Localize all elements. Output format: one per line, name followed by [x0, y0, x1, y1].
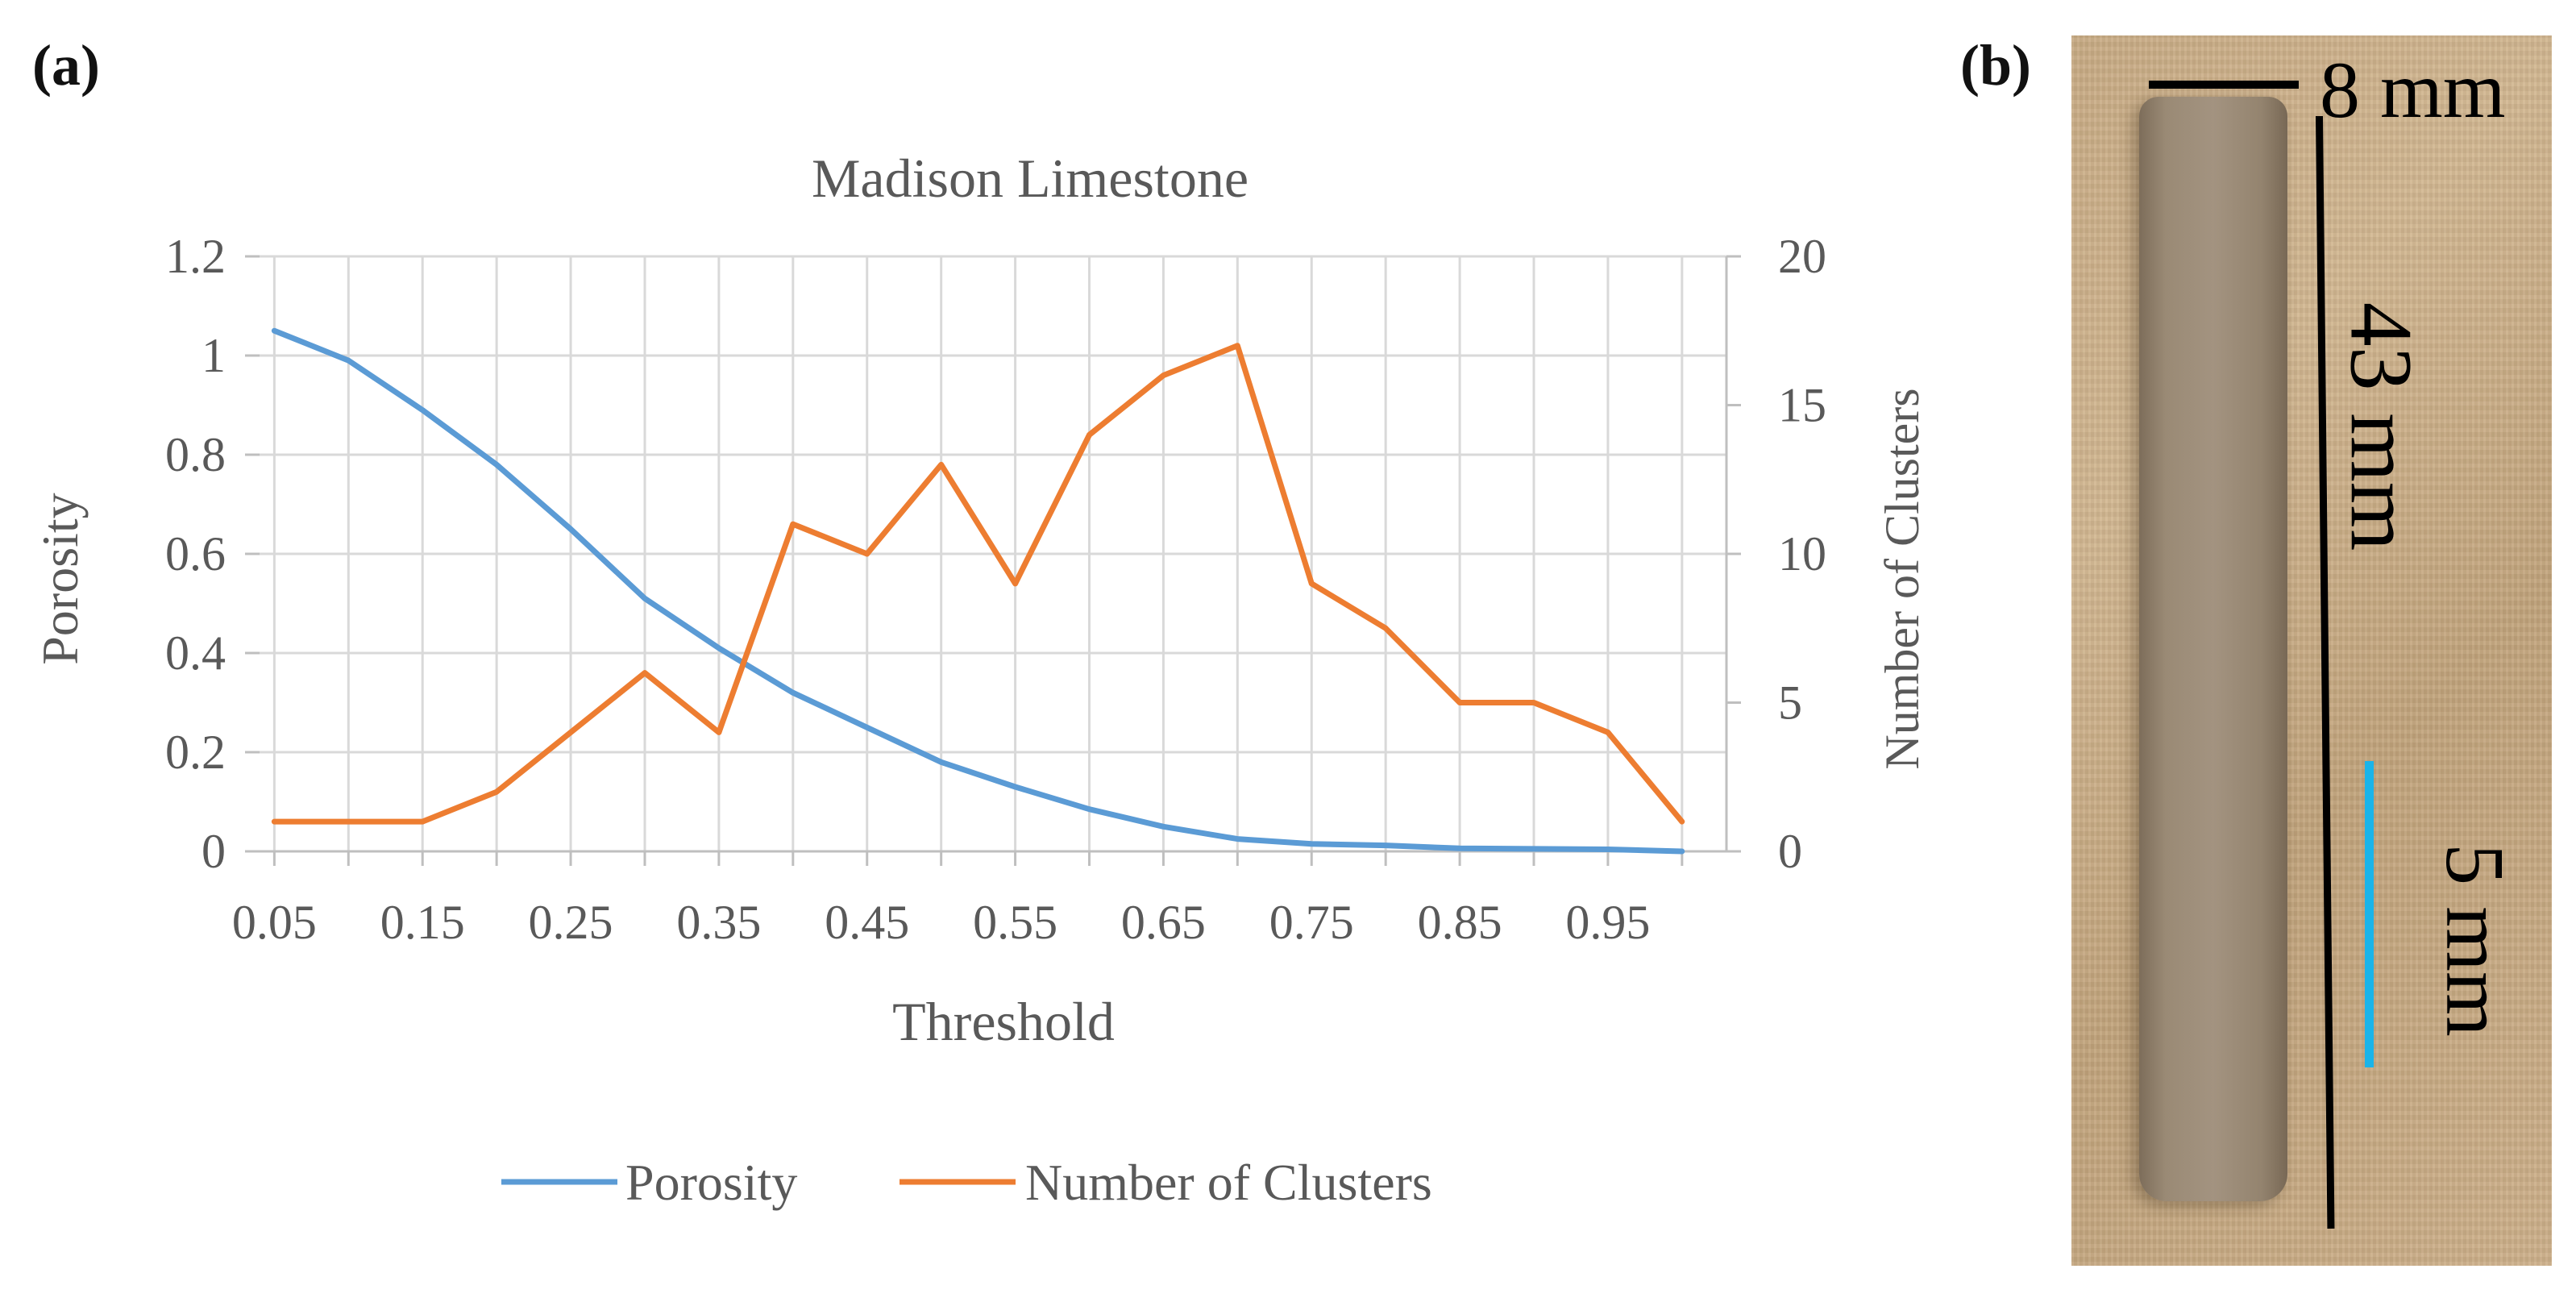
y-axis-left-label: Porosity [31, 493, 89, 664]
y-left-tick-label: 0.8 [165, 428, 226, 481]
y-left-tick-label: 0.2 [165, 726, 226, 779]
series-line-clusters [271, 343, 1685, 825]
dual-axis-line-chart: 0 0.2 0.4 0.6 0.8 1 1.2 0 5 10 15 20 0.05 0.15 0.25 0.3… [31, 148, 1929, 1211]
x-tick-label: 0.95 [1565, 896, 1650, 949]
x-tick-label: 0.35 [676, 896, 761, 949]
y-left-tick-label: 0 [202, 825, 226, 878]
x-tick-label: 0.55 [973, 896, 1057, 949]
scale-bar-5mm [2365, 761, 2374, 1067]
x-tick-label: 0.15 [380, 896, 465, 949]
x-tick-label: 0.65 [1121, 896, 1206, 949]
x-tick-label: 0.75 [1269, 896, 1354, 949]
y-right-tick-label: 5 [1778, 676, 1802, 730]
length-scale-line [2316, 115, 2335, 1229]
length-scale-label: 43 mm [2332, 302, 2431, 551]
chart-legend: Porosity Number of Clusters [501, 1154, 1432, 1211]
chart-gridlines [260, 255, 1726, 853]
y-axis-right-label: Number of Clusters [1876, 388, 1929, 769]
legend-label-porosity: Porosity [625, 1154, 797, 1211]
chart-title: Madison Limestone [812, 148, 1249, 209]
x-tick-label: 0.25 [529, 896, 613, 949]
series-line-porosity [271, 327, 1685, 855]
x-tick-label: 0.85 [1418, 896, 1502, 949]
width-scale-label: 8 mm [2320, 45, 2506, 135]
chart-axes: 0 0.2 0.4 0.6 0.8 1 1.2 0 5 10 15 20 0.05 0.15 0.25 0.3… [165, 230, 1826, 949]
y-right-tick-label: 10 [1778, 527, 1826, 580]
x-axis-label: Threshold [892, 991, 1115, 1052]
legend-label-clusters: Number of Clusters [1025, 1154, 1432, 1211]
y-left-tick-label: 0.4 [165, 626, 226, 680]
chart-series [271, 327, 1685, 855]
y-right-tick-label: 20 [1778, 230, 1826, 283]
y-left-tick-label: 1.2 [165, 230, 226, 283]
scale-bar-label: 5 mm [2428, 843, 2521, 1037]
limestone-core-sample [2139, 97, 2287, 1201]
y-left-tick-label: 0.6 [165, 527, 226, 580]
x-tick-label: 0.05 [232, 896, 317, 949]
y-right-tick-label: 0 [1778, 825, 1802, 878]
panel-label-a: (a) [32, 33, 100, 98]
width-scale-line [2149, 81, 2299, 89]
x-tick-label: 0.45 [825, 896, 909, 949]
y-left-tick-label: 1 [202, 329, 226, 382]
core-sample-photo: 8 mm 43 mm 5 mm [2071, 35, 2552, 1266]
y-right-tick-label: 15 [1778, 379, 1826, 432]
panel-label-b: (b) [1960, 33, 2031, 98]
